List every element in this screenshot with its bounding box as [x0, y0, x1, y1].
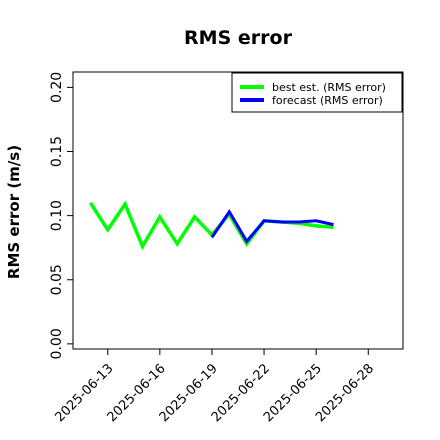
legend-label-forecast: forecast (RMS error)	[272, 94, 383, 107]
axes: 0.000.050.100.150.202025-06-132025-06-16…	[49, 72, 377, 425]
y-tick-label: 0.10	[49, 200, 65, 231]
legend-label-best-est: best est. (RMS error)	[272, 81, 386, 94]
series-lines	[88, 200, 334, 251]
y-tick-label: 0.15	[49, 136, 65, 167]
y-tick-label: 0.00	[49, 328, 65, 359]
series-line-best-est	[88, 200, 334, 251]
y-tick-label: 0.05	[49, 264, 65, 295]
y-axis-label: RMS error (m/s)	[5, 145, 23, 279]
legend: best est. (RMS error) forecast (RMS erro…	[231, 72, 403, 113]
plot-area-frame	[72, 71, 404, 350]
y-tick-label: 0.20	[49, 72, 65, 103]
chart-title: RMS error	[184, 27, 293, 49]
series-line-forecast	[210, 208, 334, 244]
legend-box	[231, 72, 403, 113]
